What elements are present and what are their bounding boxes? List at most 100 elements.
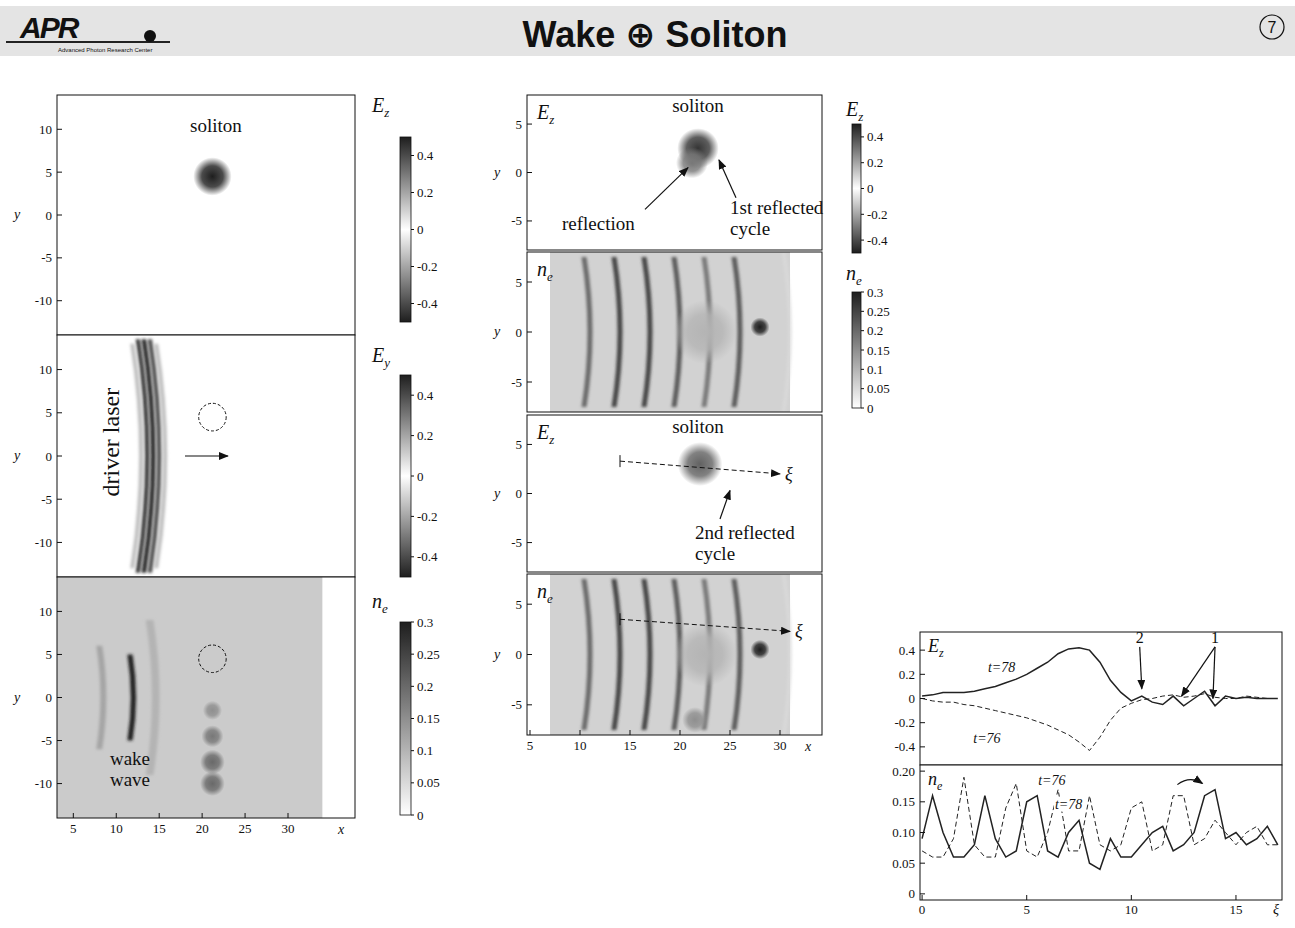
annotation: wakewave	[110, 748, 150, 790]
y-tick-label: 0	[46, 449, 53, 464]
y-tick	[57, 499, 62, 500]
colorbar-tick	[861, 369, 864, 370]
frame	[527, 252, 822, 412]
y-tick-label: -0.4	[894, 739, 915, 754]
y-tick	[57, 257, 62, 258]
x-tick-label: 5	[1023, 902, 1030, 917]
colorbar-tick-label: 0	[417, 808, 424, 823]
field-label: Ez	[927, 636, 944, 660]
plot-area	[922, 648, 1278, 751]
y-tick-label: 0	[516, 165, 523, 180]
colorbar-tick-label: 0.2	[417, 428, 433, 443]
frame	[57, 577, 355, 818]
y-tick	[920, 893, 925, 894]
x-tick	[288, 813, 289, 818]
colorbar-tick-label: 0.25	[867, 304, 890, 319]
y-tick-label: 0	[516, 647, 523, 662]
label-subscript: e	[547, 269, 553, 284]
y-tick-label: 0.05	[892, 856, 915, 871]
y-tick	[920, 722, 925, 723]
label-symbol: E	[536, 101, 549, 123]
series-line	[922, 648, 1278, 706]
stripes	[582, 252, 792, 412]
blob	[673, 300, 737, 364]
x-tick-label: 15	[624, 738, 637, 753]
page-number: 7	[1268, 19, 1277, 36]
x-tick	[73, 813, 74, 818]
label-subscript: z	[548, 112, 554, 127]
y-tick	[920, 746, 925, 747]
field-label: ne	[846, 262, 862, 288]
y-axis-title: y	[12, 207, 21, 222]
annotation: soliton	[672, 416, 724, 437]
plot-area	[527, 95, 822, 250]
colorbar-tick-label: 0.1	[867, 362, 883, 377]
stripes	[130, 339, 167, 572]
colorbar-tick	[411, 192, 414, 193]
colorbar-tick-label: -0.2	[417, 259, 438, 274]
label-patch	[987, 660, 1016, 675]
colorbar-tick	[411, 782, 414, 783]
series-line	[922, 694, 1278, 751]
label-patch	[972, 731, 1001, 746]
y-tick	[920, 698, 925, 699]
y-tick	[920, 863, 925, 864]
y-axis-title: y	[12, 448, 21, 463]
plot-bg	[57, 335, 355, 577]
y-tick	[57, 654, 62, 655]
y-tick-label: -5	[41, 250, 52, 265]
curved-arrow	[1177, 780, 1202, 785]
colorbar-tick	[411, 395, 414, 396]
annotation-line: 2nd reflected	[695, 522, 795, 543]
plot-bg	[527, 252, 822, 412]
series-label: t=78	[987, 660, 1016, 675]
logo-line	[6, 41, 170, 43]
plot-area	[527, 252, 822, 412]
y-tick	[527, 654, 532, 655]
y-tick	[57, 697, 62, 698]
field-label: ne	[928, 769, 943, 793]
field-label: Ey	[371, 344, 390, 370]
xi-line	[620, 461, 780, 474]
y-tick	[920, 674, 925, 675]
y-tick	[920, 832, 925, 833]
y-tick-label: 10	[39, 604, 52, 619]
series-name: t=78	[988, 660, 1015, 675]
colorbar: 0.40.20-0.2-0.4Ey	[371, 344, 438, 577]
colorbar-tick	[861, 188, 864, 189]
colorbar-tick-label: 0.15	[867, 343, 890, 358]
y-axis-title: y	[492, 324, 501, 339]
annotation: soliton	[190, 115, 242, 136]
x-tick	[1026, 895, 1027, 900]
y-tick	[527, 382, 532, 383]
annotation: reflection	[562, 213, 635, 234]
colorbar-tick-label: 0	[417, 469, 424, 484]
label-subscript: e	[937, 779, 943, 793]
y-tick-label: -5	[41, 733, 52, 748]
label-subscript: z	[857, 109, 863, 124]
annotation-arrow	[1182, 647, 1215, 696]
field-label: Ez	[845, 98, 863, 124]
colorbar-bar	[400, 137, 411, 322]
plot-bg	[57, 95, 355, 335]
y-tick	[527, 704, 532, 705]
colorbar-tick-label: 0.05	[867, 381, 890, 396]
colorbar-tick	[861, 350, 864, 351]
y-tick	[527, 493, 532, 494]
x-tick	[530, 730, 531, 735]
panel: 50-5yEzξsoliton2nd reflectedcycle	[492, 415, 822, 572]
x-axis-title: ξ	[1273, 902, 1279, 917]
series-name: t=76	[973, 731, 1000, 746]
annotation-line: wake	[110, 748, 150, 769]
colorbar-tick-label: 0.1	[417, 743, 433, 758]
y-axis-title: y	[492, 486, 501, 501]
colorbar-tick-label: 0.3	[867, 285, 883, 300]
colorbar: 0.40.20-0.2-0.4Ez	[371, 94, 438, 322]
colorbar-tick	[411, 516, 414, 517]
plot-area	[57, 577, 355, 818]
y-tick	[527, 282, 532, 283]
y-axis-title: y	[492, 165, 501, 180]
y-tick	[57, 412, 62, 413]
blob	[200, 771, 225, 796]
y-tick-label: -10	[35, 776, 52, 791]
